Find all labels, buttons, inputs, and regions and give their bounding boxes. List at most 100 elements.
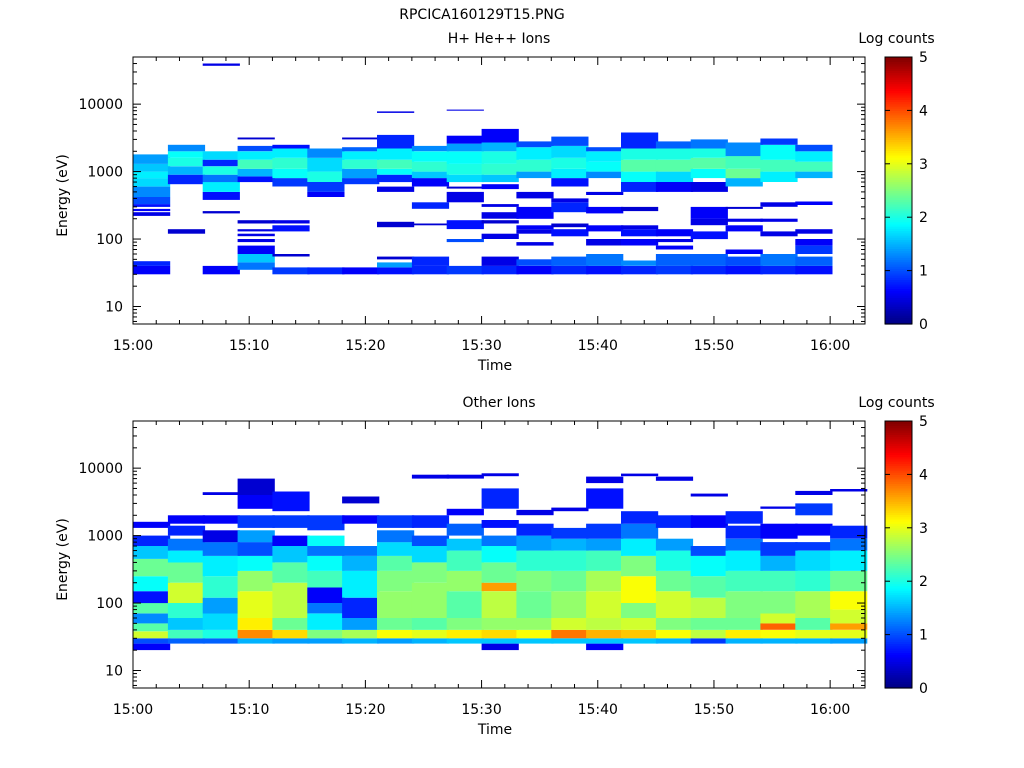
heatmap-cell <box>446 220 484 230</box>
heatmap-cell <box>516 638 554 644</box>
heatmap-cell <box>655 591 694 618</box>
colorbar-segment <box>885 85 912 89</box>
heatmap-cell <box>725 511 763 524</box>
heatmap-cell <box>133 613 171 624</box>
colorbar-segment <box>885 445 912 449</box>
heatmap-cell <box>446 151 484 164</box>
heatmap-cell <box>725 178 763 187</box>
colorbar-segment <box>885 259 912 263</box>
heatmap-cell <box>307 157 345 172</box>
colorbar-segment <box>885 496 912 500</box>
heatmap-cell <box>516 141 554 148</box>
heatmap-cell <box>202 530 240 543</box>
colorbar-segment <box>885 105 912 109</box>
heatmap-cell <box>551 178 589 187</box>
heatmap-cell <box>237 629 275 639</box>
heatmap-cell <box>133 171 171 179</box>
colorbar-segment <box>885 166 912 169</box>
colorbar-tick-label: 1 <box>919 628 928 644</box>
heatmap-cell <box>307 555 345 571</box>
colorbar-segment <box>885 141 912 145</box>
colorbar-segment <box>885 303 912 307</box>
x-axis-label: Time <box>477 722 512 738</box>
colorbar-segment <box>885 594 912 598</box>
heatmap-cell <box>655 239 694 243</box>
heatmap-cell <box>202 265 240 275</box>
heatmap-cell <box>621 555 659 577</box>
colorbar-segment <box>885 661 912 665</box>
heatmap-cell <box>481 473 519 477</box>
colorbar-segment <box>885 199 912 203</box>
heatmap-cell <box>586 618 624 630</box>
heatmap-cell <box>690 218 728 226</box>
heatmap-cell <box>342 638 380 644</box>
colorbar-segment <box>885 114 912 118</box>
heatmap-cell <box>133 261 171 266</box>
heatmap-cell <box>481 562 519 583</box>
heatmap-cell <box>760 159 798 172</box>
colorbar-segment <box>885 268 912 272</box>
heatmap-cell <box>690 157 728 169</box>
colorbar-segment <box>885 81 912 85</box>
x-tick-label: 15:10 <box>229 702 269 718</box>
heatmap-cell <box>621 629 659 639</box>
colorbar-segment <box>885 279 912 283</box>
heatmap-cell <box>795 550 833 571</box>
heatmap-cells <box>133 63 833 275</box>
colorbar-segment <box>885 121 912 125</box>
colorbar-segment <box>885 168 912 172</box>
heatmap-cell <box>655 141 694 149</box>
colorbar-tick-label: 1 <box>919 264 928 280</box>
colorbar-segment <box>885 610 912 613</box>
heatmap-cell <box>516 618 554 630</box>
colorbar-segment <box>885 585 912 589</box>
colorbar-segment <box>885 277 912 281</box>
heatmap-cell <box>621 260 659 266</box>
heatmap-cell <box>655 538 694 551</box>
heatmap-cell <box>446 163 484 175</box>
colorbar-segment <box>885 112 912 116</box>
heatmap-cell <box>481 184 519 190</box>
heatmap-cell <box>655 618 694 630</box>
colorbar-segment <box>885 172 912 176</box>
heatmap-cell <box>202 542 240 556</box>
heatmap-cell <box>760 144 798 160</box>
colorbar-segment <box>885 476 912 480</box>
heatmap-cell <box>342 618 380 630</box>
heatmap-cell <box>516 259 554 266</box>
x-tick-label: 15:40 <box>578 702 618 718</box>
heatmap-cell <box>795 629 833 639</box>
heatmap-cell <box>690 638 728 644</box>
colorbar-segment <box>885 614 912 618</box>
heatmap-cell <box>377 267 415 275</box>
heatmap-cell <box>342 178 380 185</box>
colorbar-segment <box>885 272 912 276</box>
colorbar-segment <box>885 134 912 138</box>
heatmap-cell <box>760 613 798 624</box>
heatmap-cell <box>551 157 589 169</box>
heatmap-cell <box>307 629 345 639</box>
colorbar-segment <box>885 679 912 682</box>
heatmap-cell <box>167 174 206 185</box>
heatmap-cell <box>516 535 554 551</box>
colorbar-segment <box>885 174 912 178</box>
heatmap-cell <box>307 570 345 588</box>
heatmap-cell <box>307 587 345 603</box>
colorbar-segment <box>885 235 912 238</box>
colorbar-segment <box>885 117 912 120</box>
colorbar-segment <box>885 667 912 671</box>
colorbar-segment <box>885 525 912 529</box>
heatmap-cell <box>830 525 868 539</box>
heatmap-cell <box>272 157 310 169</box>
colorbar-segment <box>885 650 912 653</box>
heatmap-cell <box>621 239 659 246</box>
heatmap-cell <box>586 147 624 152</box>
colorbar-segment <box>885 132 912 136</box>
colorbar-segment <box>885 192 912 196</box>
x-tick-label: 15:40 <box>578 338 618 354</box>
heatmap-cell <box>446 629 484 639</box>
colorbar-segment <box>885 601 912 605</box>
colorbar-segment <box>885 137 912 140</box>
heatmap-cell <box>481 151 519 164</box>
heatmap-cell <box>586 488 624 509</box>
